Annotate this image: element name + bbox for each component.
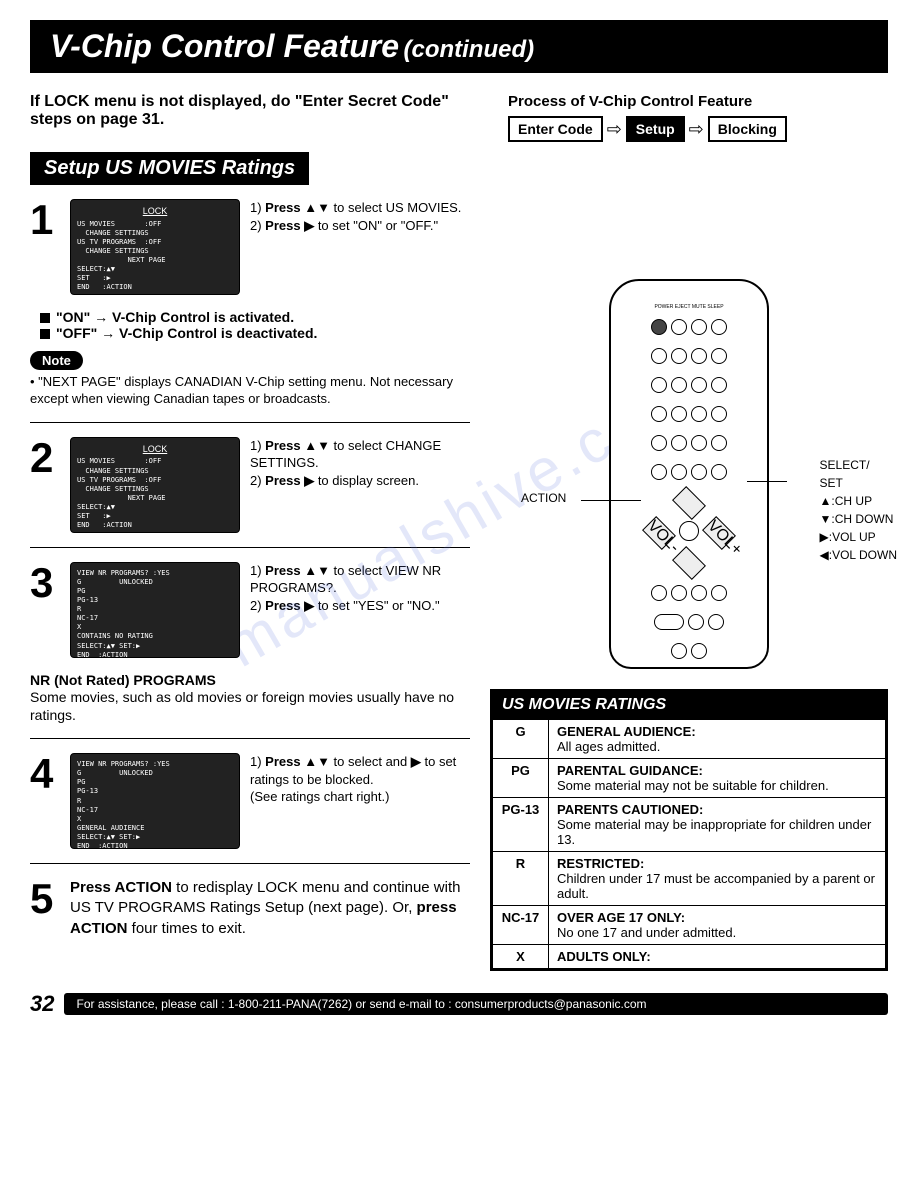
table-row: RRESTRICTED:Children under 17 must be ac… <box>493 852 886 906</box>
divider <box>30 863 470 864</box>
note-pill: Note <box>30 351 83 370</box>
process-title: Process of V-Chip Control Feature <box>508 93 888 110</box>
table-row: XADULTS ONLY: <box>493 945 886 969</box>
step-text: 1) Press ▲▼ to select CHANGE SETTINGS.2)… <box>250 437 470 490</box>
header-sub: (continued) <box>403 36 534 63</box>
header-title: V-Chip Control Feature <box>50 28 399 64</box>
bullet-on: "ON" → V-Chip Control is activated. <box>56 309 294 325</box>
arrow-icon: ⇨ <box>689 119 704 140</box>
step-number: 5 <box>30 878 60 939</box>
step-number: 1 <box>30 199 60 241</box>
arrow-icon: ⇨ <box>607 119 622 140</box>
step-text: 1) Press ▲▼ to select and ▶ to set ratin… <box>250 753 470 806</box>
tv-screen: VIEW NR PROGRAMS? :YESG UNLOCKEDPGPG-13R… <box>70 562 240 658</box>
screen-lines: US MOVIES :OFF CHANGE SETTINGSUS TV PROG… <box>77 220 233 293</box>
pbox-enter-code: Enter Code <box>508 116 603 142</box>
step-2: 2 LOCK US MOVIES :OFF CHANGE SETTINGSUS … <box>30 437 470 533</box>
tv-screen: VIEW NR PROGRAMS? :YESG UNLOCKEDPGPG-13R… <box>70 753 240 849</box>
square-icon <box>40 313 50 323</box>
page-number: 32 <box>30 991 54 1017</box>
ratings-header: US MOVIES RATINGS <box>492 691 886 719</box>
callout-line <box>581 500 641 501</box>
screen-title: LOCK <box>77 444 233 456</box>
nr-title: NR (Not Rated) PROGRAMS <box>30 672 470 688</box>
table-row: GGENERAL AUDIENCE:All ages admitted. <box>493 720 886 759</box>
step-1: 1 LOCK US MOVIES :OFF CHANGE SETTINGSUS … <box>30 199 470 295</box>
divider <box>30 422 470 423</box>
nr-desc: Some movies, such as old movies or forei… <box>30 688 470 724</box>
tv-screen: LOCK US MOVIES :OFF CHANGE SETTINGSUS TV… <box>70 199 240 295</box>
ratings-box: US MOVIES RATINGS GGENERAL AUDIENCE:All … <box>490 689 888 971</box>
divider <box>30 738 470 739</box>
table-row: NC-17OVER AGE 17 ONLY:No one 17 and unde… <box>493 906 886 945</box>
screen-title: LOCK <box>77 206 233 218</box>
callout-line <box>747 481 787 482</box>
step-3: 3 VIEW NR PROGRAMS? :YESG UNLOCKEDPGPG-1… <box>30 562 470 658</box>
step-number: 3 <box>30 562 60 604</box>
screen-lines: US MOVIES :OFF CHANGE SETTINGSUS TV PROG… <box>77 457 233 530</box>
on-off-bullets: "ON" → V-Chip Control is activated. "OFF… <box>40 309 470 341</box>
step-4: 4 VIEW NR PROGRAMS? :YESG UNLOCKEDPGPG-1… <box>30 753 470 849</box>
step-number: 2 <box>30 437 60 479</box>
table-row: PGPARENTAL GUIDANCE:Some material may no… <box>493 759 886 798</box>
callout-select: SELECT/SET▲:CH UP▼:CH DOWN▶:VOL UP◀:VOL … <box>820 456 897 564</box>
process-flow: Enter Code ⇨ Setup ⇨ Blocking <box>508 116 888 142</box>
section-bar: Setup US MOVIES Ratings <box>30 152 309 185</box>
screen-lines: VIEW NR PROGRAMS? :YESG UNLOCKEDPGPG-13R… <box>77 569 233 658</box>
step-5: 5 Press ACTION to redisplay LOCK menu an… <box>30 878 470 939</box>
remote-control: ACTION SELECT/SET▲:CH UP▼:CH DOWN▶:VOL U… <box>609 279 769 669</box>
tv-screen: LOCK US MOVIES :OFF CHANGE SETTINGSUS TV… <box>70 437 240 533</box>
divider <box>30 547 470 548</box>
note-text: • "NEXT PAGE" displays CANADIAN V-Chip s… <box>30 374 470 408</box>
callout-action: ACTION <box>521 491 566 505</box>
step-number: 4 <box>30 753 60 795</box>
table-row: PG-13PARENTS CAUTIONED:Some material may… <box>493 798 886 852</box>
pbox-setup: Setup <box>626 116 685 142</box>
page-header: V-Chip Control Feature (continued) <box>30 20 888 73</box>
screen-lines: VIEW NR PROGRAMS? :YESG UNLOCKEDPGPG-13R… <box>77 760 233 849</box>
bullet-off: "OFF" → V-Chip Control is deactivated. <box>56 325 317 341</box>
square-icon <box>40 329 50 339</box>
pbox-blocking: Blocking <box>708 116 787 142</box>
footer-bar: For assistance, please call : 1-800-211-… <box>64 993 888 1015</box>
step-text: 1) Press ▲▼ to select US MOVIES.2) Press… <box>250 199 470 234</box>
lock-note: If LOCK menu is not displayed, do "Enter… <box>30 93 478 142</box>
step-text: 1) Press ▲▼ to select VIEW NR PROGRAMS?.… <box>250 562 470 615</box>
step-text: Press ACTION to redisplay LOCK menu and … <box>70 878 470 939</box>
ratings-table: GGENERAL AUDIENCE:All ages admitted.PGPA… <box>492 719 886 969</box>
